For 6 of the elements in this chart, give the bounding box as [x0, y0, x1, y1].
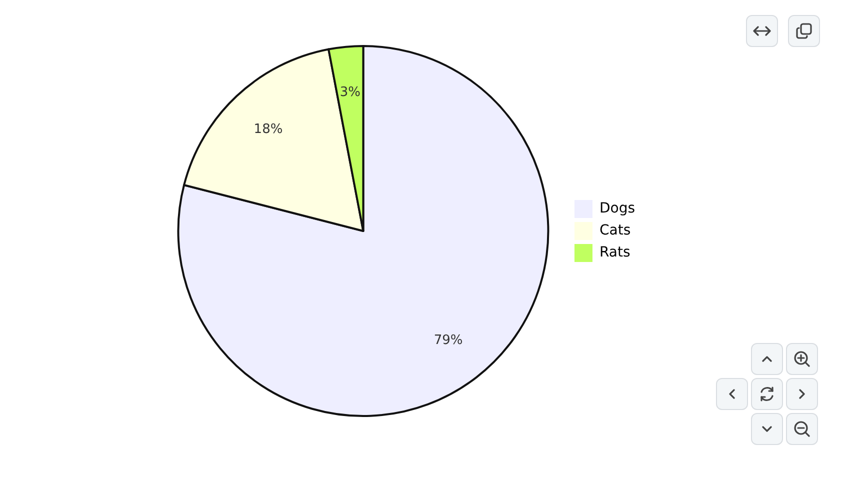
data-label: 18% [254, 122, 283, 138]
data-label: 79% [434, 333, 463, 348]
data-label: 3% [340, 85, 360, 100]
legend-label: Rats [599, 244, 630, 261]
legend-label: Cats [599, 222, 631, 239]
legend-label: Dogs [599, 200, 636, 217]
